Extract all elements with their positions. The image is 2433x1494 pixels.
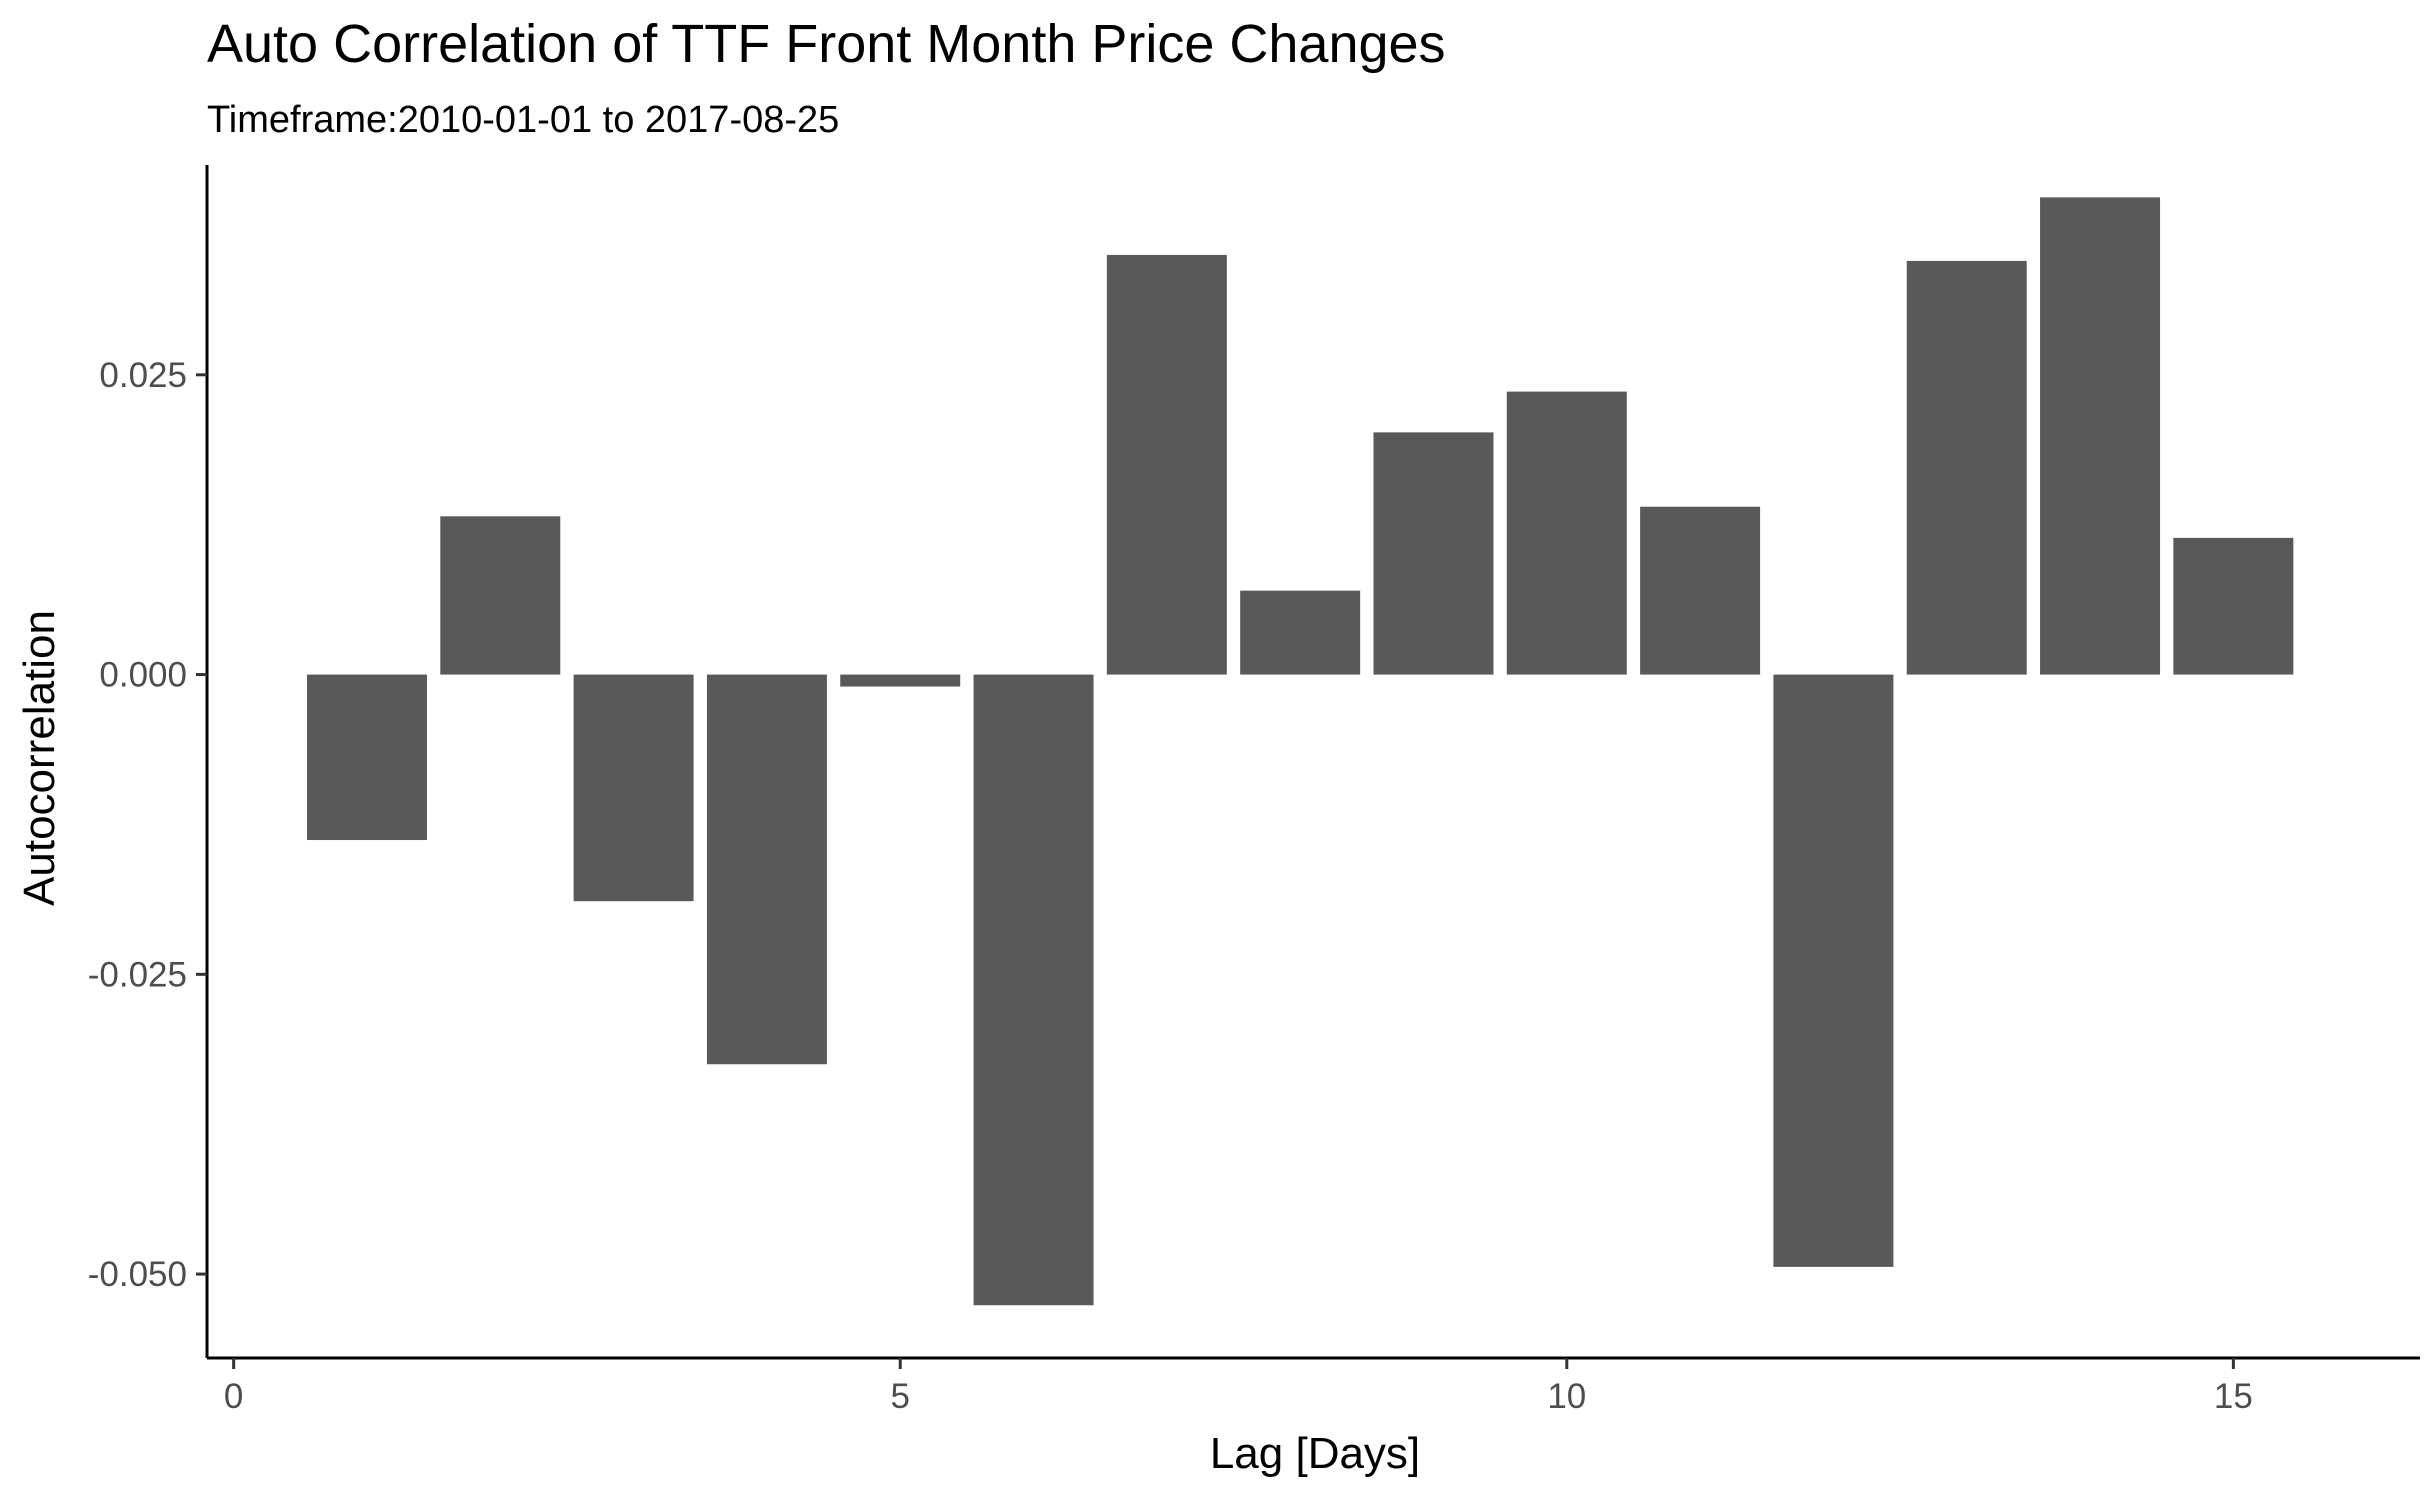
bar-lag-14 <box>2040 197 2161 675</box>
bar-lag-2 <box>440 516 561 675</box>
bar-lag-12 <box>1773 674 1894 1267</box>
axes-group <box>205 165 2420 1360</box>
chart-title: Auto Correlation of TTF Front Month Pric… <box>207 14 1446 74</box>
y-tick-label: -0.050 <box>88 1255 187 1294</box>
y-tick-label: -0.025 <box>88 955 187 994</box>
y-axis-title: Autocorrelation <box>15 610 64 906</box>
bar-lag-8 <box>1240 590 1361 675</box>
chart-subtitle: Timeframe:2010-01-01 to 2017-08-25 <box>207 99 839 141</box>
y-tick-label: 0.000 <box>99 656 187 695</box>
bar-lag-11 <box>1640 506 1761 675</box>
bar-lag-9 <box>1373 432 1494 675</box>
bars-group <box>306 197 2294 1306</box>
bar-lag-15 <box>2173 537 2294 675</box>
bar-lag-3 <box>573 674 694 902</box>
x-tick-label: 10 <box>1547 1377 1586 1416</box>
bar-lag-13 <box>1906 260 2027 675</box>
bar-lag-4 <box>706 674 827 1065</box>
bar-lag-6 <box>973 674 1094 1306</box>
bar-lag-7 <box>1106 254 1227 675</box>
bar-lag-5 <box>840 674 961 687</box>
bar-lag-10 <box>1506 391 1627 675</box>
ticks-group: 0 5 10 15 -0.050 -0.025 0.000 0.025 <box>88 356 2253 1416</box>
x-axis-title: Lag [Days] <box>1210 1429 1420 1478</box>
x-tick-label: 5 <box>890 1377 909 1416</box>
bar-lag-1 <box>306 674 427 841</box>
y-tick-label: 0.025 <box>99 356 187 395</box>
x-tick-label: 15 <box>2214 1377 2253 1416</box>
x-tick-label: 0 <box>224 1377 243 1416</box>
